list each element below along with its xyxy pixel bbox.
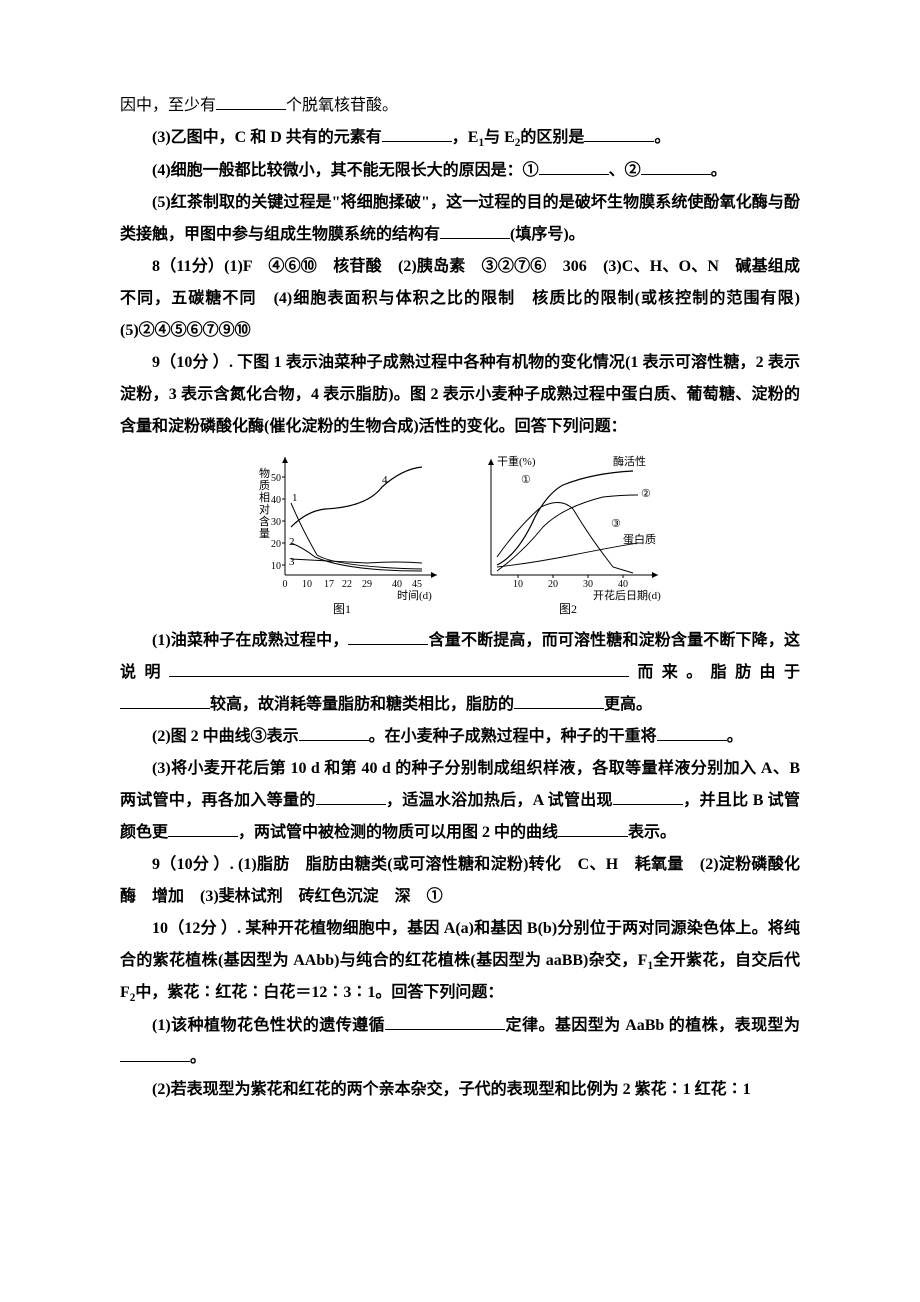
svg-text:40: 40 xyxy=(271,495,281,506)
text: ，两试管中被检测的物质可以用图 2 中的曲线 xyxy=(238,824,558,841)
figures-row: 物质相对含量 10 20 30 40 50 0 10 17 22 29 40 4… xyxy=(120,447,800,617)
svg-text:30: 30 xyxy=(271,517,281,528)
blank xyxy=(657,722,727,741)
text: 中，紫花∶红花∶白花＝12∶3∶1。回答下列问题： xyxy=(135,984,503,1001)
question-10-1: (1)该种植物花色性状的遗传遵循 定律。基因型为 AaBb 的植株，表现型为。 xyxy=(120,1010,800,1074)
text: 因中，至少有 xyxy=(120,97,216,114)
blank xyxy=(641,156,711,175)
svg-text:17: 17 xyxy=(324,579,334,590)
svg-text:30: 30 xyxy=(583,579,593,590)
question-4: (4)细胞一般都比较微小，其不能无限长大的原因是：① 、② 。 xyxy=(120,155,800,187)
text: 。 xyxy=(727,728,743,745)
text: 9（10分 ）. 下图 1 表示油菜种子成熟过程中各种有机物的变化情况(1 表示… xyxy=(120,354,800,435)
blank xyxy=(539,156,609,175)
svg-text:20: 20 xyxy=(271,539,281,550)
blank xyxy=(382,123,452,142)
text: 较高，故消耗等量脂肪和糖类相比，脂肪的 xyxy=(210,696,514,713)
blank xyxy=(316,786,386,805)
blank xyxy=(514,690,604,709)
fig1-label-4: 4 xyxy=(382,474,388,486)
svg-text:10: 10 xyxy=(513,579,523,590)
fig1-xlabel: 时间(d) xyxy=(397,589,432,602)
blank xyxy=(216,91,286,110)
text: (4)细胞一般都比较微小，其不能无限长大的原因是：① xyxy=(152,162,539,179)
blank xyxy=(440,220,510,239)
question-3: (3)乙图中，C 和 D 共有的元素有，E1与 E2的区别是。 xyxy=(120,122,800,155)
svg-text:0: 0 xyxy=(283,579,288,590)
text: (2)若表现型为紫花和红花的两个亲本杂交，子代的表现型和比例为 2 紫花∶1 红… xyxy=(152,1081,751,1098)
blank xyxy=(120,690,210,709)
text: 8（11分）(1)F ④⑥⑩ 核苷酸 (2)胰岛素 ③②⑦⑥ 306 (3)C、… xyxy=(120,258,816,339)
text: 更高。 xyxy=(604,696,652,713)
text: (2)图 2 中曲线③表示 xyxy=(152,728,299,745)
svg-text:20: 20 xyxy=(548,579,558,590)
text: ，适温水浴加热后，A 试管出现 xyxy=(386,792,613,809)
blank xyxy=(169,658,629,677)
fig2-label-2: ② xyxy=(641,488,651,500)
fig2-label-3: ③ xyxy=(611,518,621,530)
answer-9: 9（10分 ）. (1)脂肪 脂肪由糖类(或可溶性糖和淀粉)转化 C、H 耗氧量… xyxy=(120,849,800,913)
svg-text:29: 29 xyxy=(362,579,372,590)
fig1-ylabel: 物质相对含量 xyxy=(259,466,270,540)
question-5: (5)红茶制取的关键过程是"将细胞揉破"，这一过程的目的是破坏生物膜系统使酚氧化… xyxy=(120,187,800,251)
blank xyxy=(613,786,683,805)
text: 而来。脂肪由于 xyxy=(629,664,800,681)
fig1-label-1: 1 xyxy=(292,492,298,504)
line-continuation: 因中，至少有 个脱氧核苷酸。 xyxy=(120,90,800,122)
text: 与 E xyxy=(484,129,515,146)
fig2-ylabel-right: 酶活性 xyxy=(613,454,646,468)
text: 个脱氧核苷酸。 xyxy=(286,97,398,114)
fig2-xlabel: 开花后日期(d) xyxy=(593,589,661,602)
text: 。 xyxy=(654,129,670,146)
svg-text:45: 45 xyxy=(412,579,422,590)
question-9-3: (3)将小麦开花后第 10 d 和第 40 d 的种子分别制成组织样液，各取等量… xyxy=(120,753,800,849)
svg-text:10: 10 xyxy=(302,579,312,590)
blank xyxy=(299,722,369,741)
text: 、② xyxy=(609,162,641,179)
fig2-label-1: ① xyxy=(521,474,531,486)
question-10-stem: 10（12分 ）. 某种开花植物细胞中，基因 A(a)和基因 B(b)分别位于两… xyxy=(120,913,800,1010)
svg-text:10: 10 xyxy=(271,561,281,572)
svg-text:50: 50 xyxy=(271,473,281,484)
blank xyxy=(168,818,238,837)
text: 的区别是 xyxy=(520,129,584,146)
question-9-stem: 9（10分 ）. 下图 1 表示油菜种子成熟过程中各种有机物的变化情况(1 表示… xyxy=(120,347,800,443)
svg-text:40: 40 xyxy=(618,579,628,590)
svg-text:40: 40 xyxy=(392,579,402,590)
text: (填序号)。 xyxy=(510,226,585,243)
fig1-label-2: 2 xyxy=(289,536,295,548)
text: 定律。基因型为 AaBb 的植株，表现型为 xyxy=(505,1017,800,1034)
question-10-2: (2)若表现型为紫花和红花的两个亲本杂交，子代的表现型和比例为 2 紫花∶1 红… xyxy=(120,1074,800,1106)
text: (3)乙图中，C 和 D 共有的元素有 xyxy=(152,129,382,146)
answer-8: 8（11分）(1)F ④⑥⑩ 核苷酸 (2)胰岛素 ③②⑦⑥ 306 (3)C、… xyxy=(120,251,800,347)
text: (1)油菜种子在成熟过程中， xyxy=(152,632,348,649)
text: 表示。 xyxy=(628,824,676,841)
text: 。 xyxy=(190,1049,206,1066)
fig2-ylabel-left: 干重(%) xyxy=(497,454,536,468)
fig1-caption: 图1 xyxy=(333,602,351,616)
fig2-caption: 图2 xyxy=(559,602,577,616)
blank xyxy=(584,123,654,142)
figure-2: 干重(%) 酶活性 10 20 30 40 开花后日期(d) ① ② ③ 蛋白质… xyxy=(463,447,673,617)
fig1-label-3: 3 xyxy=(289,556,295,568)
text: 9（10分 ）. (1)脂肪 脂肪由糖类(或可溶性糖和淀粉)转化 C、H 耗氧量… xyxy=(120,856,800,905)
svg-text:22: 22 xyxy=(342,579,352,590)
blank xyxy=(385,1011,505,1030)
text: 。 xyxy=(711,162,727,179)
figure-1: 物质相对含量 10 20 30 40 50 0 10 17 22 29 40 4… xyxy=(247,447,447,617)
question-9-2: (2)图 2 中曲线③表示 。在小麦种子成熟过程中，种子的干重将 。 xyxy=(120,721,800,753)
blank xyxy=(348,626,428,645)
fig2-label-protein: 蛋白质 xyxy=(623,532,656,546)
blank xyxy=(558,818,628,837)
text: (1)该种植物花色性状的遗传遵循 xyxy=(152,1017,385,1034)
text: 。在小麦种子成熟过程中，种子的干重将 xyxy=(369,728,657,745)
text: ，E xyxy=(452,129,479,146)
question-9-1: (1)油菜种子在成熟过程中，含量不断提高，而可溶性糖和淀粉含量不断下降，这说明而… xyxy=(120,625,800,721)
blank xyxy=(120,1043,190,1062)
